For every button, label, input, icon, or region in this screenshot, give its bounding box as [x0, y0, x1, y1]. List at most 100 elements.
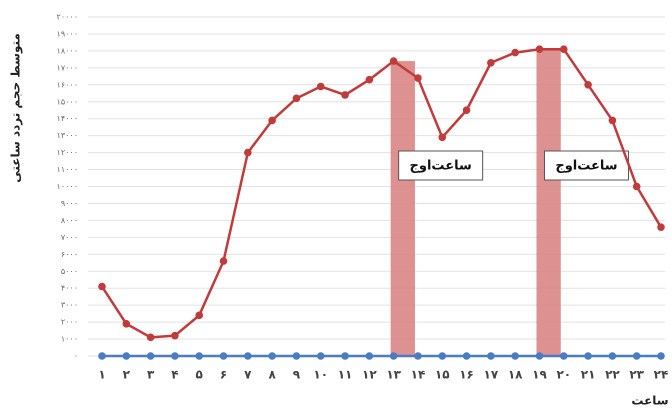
data-point — [487, 58, 495, 67]
data-point — [535, 45, 544, 54]
data-point — [657, 223, 665, 231]
x-tick-label: ۲۲ — [605, 368, 620, 382]
y-tick-label: ۰ — [74, 352, 78, 361]
y-tick-label: ۱۰۰۰ — [61, 335, 78, 344]
data-point — [511, 352, 519, 360]
y-tick-label: ۹۰۰۰ — [61, 199, 78, 208]
data-point — [584, 81, 592, 89]
data-point — [146, 333, 155, 342]
x-tick-label: ۱ — [98, 368, 105, 382]
data-point — [438, 133, 447, 142]
data-point — [511, 48, 519, 57]
data-point — [632, 352, 641, 360]
data-point — [608, 116, 617, 125]
data-point — [244, 352, 252, 360]
annotation: ساعت‌اوج — [555, 159, 617, 174]
data-point — [171, 331, 179, 340]
data-point — [487, 352, 495, 360]
annotation-box — [398, 150, 484, 181]
data-point — [462, 352, 471, 360]
data-point — [98, 352, 106, 360]
data-point — [438, 352, 447, 360]
data-point — [414, 74, 422, 82]
x-tick-label: ۱۴ — [411, 368, 426, 382]
x-tick-label: ۱۸ — [508, 368, 523, 382]
y-tick-label: ۱۹۰۰۰ — [57, 29, 78, 38]
y-tick-label: ۱۷۰۰۰ — [57, 63, 78, 72]
x-tick-label: ۱۰ — [313, 368, 328, 382]
data-point — [268, 116, 276, 125]
data-point — [146, 352, 155, 360]
x-tick-label: ۱۵ — [435, 368, 450, 382]
data-point — [195, 311, 204, 320]
y-tick-label: ۵۰۰۰ — [61, 267, 78, 276]
y-tick-label: ۲۰۰۰۰ — [57, 13, 78, 22]
y-tick-label: ۱۲۰۰۰ — [57, 148, 78, 157]
highlight-band — [390, 61, 415, 356]
data-point — [341, 91, 349, 99]
data-point — [632, 182, 641, 191]
data-point — [657, 352, 665, 360]
data-point — [292, 352, 301, 360]
y-tick-label: ۱۳۰۰۰ — [57, 131, 78, 140]
x-tick-label: ۹ — [293, 368, 301, 382]
x-tick-label: ۸ — [268, 368, 276, 382]
y-tick-label: ۱۴۰۰۰ — [57, 114, 78, 123]
data-point — [559, 45, 568, 54]
y-tick-label: ۶۰۰۰ — [61, 250, 78, 259]
series-line — [100, 47, 663, 339]
data-point — [535, 352, 544, 360]
x-axis-label: ساعت — [631, 394, 668, 408]
data-point — [122, 319, 131, 328]
x-tick-label: ۱۹ — [532, 368, 547, 382]
data-point — [365, 352, 374, 360]
data-point — [389, 57, 398, 65]
x-tick-label: ۷ — [244, 368, 252, 382]
data-point — [389, 352, 398, 360]
data-point — [219, 257, 228, 265]
x-tick-label: ۱۳ — [386, 368, 401, 382]
data-point — [414, 352, 422, 360]
y-tick-label: ۴۰۰۰ — [61, 284, 78, 293]
x-tick-label: ۳ — [147, 368, 155, 382]
data-point — [122, 352, 131, 360]
y-tick-label: ۱۵۰۰۰ — [57, 97, 78, 106]
data-point — [219, 352, 228, 360]
annotation: ساعت‌اوج — [410, 159, 472, 174]
x-tick-label: ۱۶ — [459, 368, 474, 382]
y-tick-label: ۱۶۰۰۰ — [57, 80, 78, 89]
x-tick-label: ۶ — [220, 368, 227, 382]
y-tick-label: ۸۰۰۰ — [61, 216, 78, 225]
x-tick-label: ۴ — [171, 368, 178, 382]
data-point — [365, 75, 374, 84]
data-point — [608, 352, 617, 360]
y-tick-label: ۱۱۰۰۰ — [57, 165, 78, 174]
y-axis-label: متوسط حجم تردد ساعتی — [9, 33, 24, 183]
y-tick-label: ۱۸۰۰۰ — [57, 46, 78, 55]
data-point — [171, 352, 179, 360]
y-tick-label: ۳۰۰۰ — [61, 301, 78, 310]
data-point — [584, 352, 592, 360]
x-tick-label: ۲۳ — [629, 368, 644, 382]
data-point — [462, 106, 471, 115]
x-tick-label: ۲۴ — [654, 368, 669, 382]
data-point — [316, 352, 325, 360]
data-point — [316, 82, 325, 91]
y-tick-label: ۲۰۰۰ — [61, 318, 78, 327]
x-tick-label: ۲۰ — [556, 368, 571, 382]
data-point — [559, 352, 568, 360]
x-tick-label: ۲ — [123, 368, 131, 382]
x-tick-label: ۵ — [196, 368, 203, 382]
data-point — [268, 352, 276, 360]
x-tick-label: ۱۷ — [484, 368, 499, 382]
y-tick-label: ۷۰۰۰ — [61, 233, 78, 242]
data-point — [341, 352, 349, 360]
data-point — [244, 148, 252, 157]
y-tick-label: ۱۰۰۰۰ — [57, 182, 78, 191]
x-tick-label: ۲۱ — [581, 368, 596, 382]
data-point — [195, 352, 204, 360]
x-tick-label: ۱۲ — [362, 368, 377, 382]
data-point — [98, 282, 106, 291]
data-point — [292, 94, 301, 103]
